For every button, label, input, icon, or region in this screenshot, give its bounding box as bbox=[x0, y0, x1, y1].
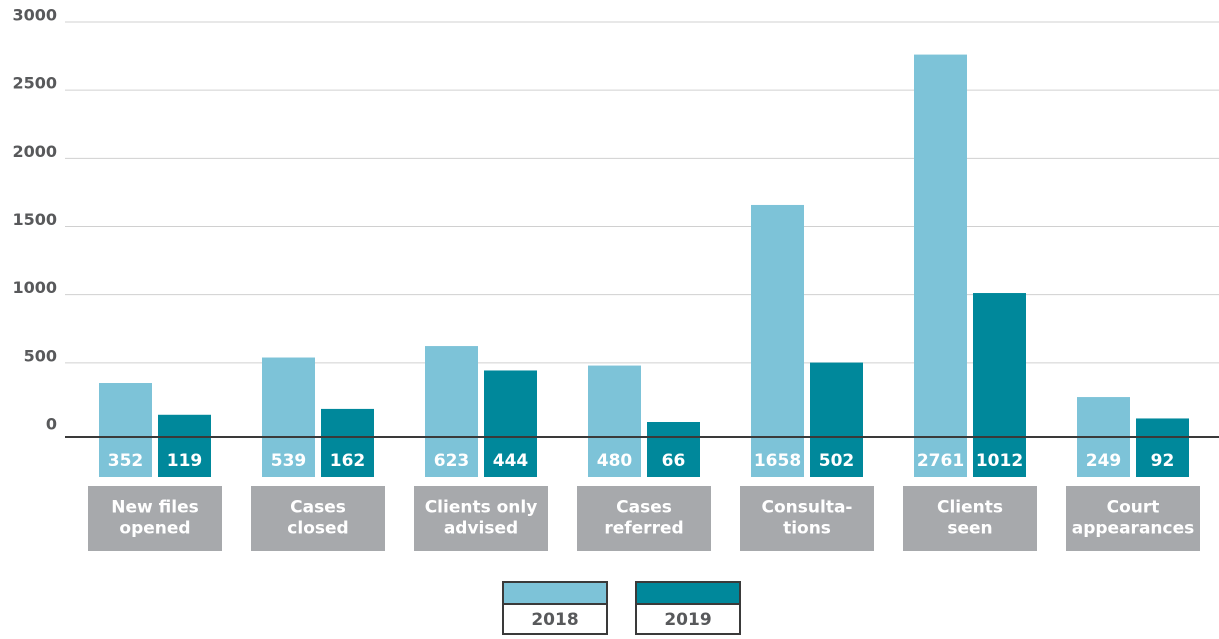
legend-label: 2018 bbox=[531, 610, 578, 630]
bar-foot bbox=[1077, 431, 1130, 477]
legend-swatch bbox=[635, 581, 741, 605]
x-tick-label: Clients only bbox=[425, 498, 538, 518]
bar bbox=[588, 365, 641, 431]
value-label: 502 bbox=[819, 451, 855, 471]
bar bbox=[810, 362, 863, 431]
value-label: 2761 bbox=[917, 451, 964, 471]
bar bbox=[751, 204, 804, 431]
y-tick-label: 3000 bbox=[12, 6, 57, 25]
y-tick-label: 0 bbox=[46, 415, 57, 434]
bar-foot bbox=[647, 431, 700, 477]
bar bbox=[1136, 418, 1189, 431]
bar bbox=[158, 414, 211, 431]
value-label: 539 bbox=[271, 451, 307, 471]
bar-foot bbox=[99, 431, 152, 477]
value-label: 623 bbox=[434, 451, 470, 471]
category-box bbox=[88, 486, 222, 551]
value-label: 162 bbox=[330, 451, 366, 471]
x-tick-label: Court bbox=[1107, 498, 1160, 518]
x-tick-label: seen bbox=[947, 519, 992, 539]
bar-foot bbox=[262, 431, 315, 477]
x-tick-label: Cases bbox=[616, 498, 672, 518]
x-tick-label: Consulta- bbox=[762, 498, 853, 518]
bar-foot bbox=[588, 431, 641, 477]
value-label: 1012 bbox=[976, 451, 1023, 471]
x-tick-label: opened bbox=[119, 519, 190, 539]
legend-label-box bbox=[502, 603, 608, 635]
x-tick-label: referred bbox=[604, 519, 683, 539]
bar-foot bbox=[321, 431, 374, 477]
bar bbox=[484, 370, 537, 431]
y-tick-label: 2500 bbox=[12, 74, 57, 93]
bar-foot bbox=[425, 431, 478, 477]
bar-foot bbox=[484, 431, 537, 477]
bar-foot bbox=[973, 431, 1026, 477]
bar bbox=[1077, 397, 1130, 431]
x-tick-label: Clients bbox=[937, 498, 1003, 518]
x-tick-label: advised bbox=[444, 519, 518, 539]
value-label: 92 bbox=[1151, 451, 1175, 471]
category-box bbox=[740, 486, 874, 551]
legend-swatch bbox=[502, 581, 608, 605]
bar bbox=[973, 293, 1026, 431]
category-box bbox=[903, 486, 1037, 551]
y-tick-label: 1000 bbox=[12, 278, 57, 297]
legend-label-box bbox=[635, 603, 741, 635]
value-label: 352 bbox=[108, 451, 144, 471]
bar bbox=[99, 383, 152, 431]
category-box bbox=[577, 486, 711, 551]
bar-foot bbox=[1136, 431, 1189, 477]
bar bbox=[262, 357, 315, 431]
y-tick-label: 500 bbox=[24, 346, 57, 365]
bar bbox=[321, 408, 374, 431]
x-tick-label: tions bbox=[783, 519, 831, 539]
value-label: 444 bbox=[493, 451, 529, 471]
value-label: 249 bbox=[1086, 451, 1122, 471]
value-label: 480 bbox=[597, 451, 633, 471]
value-label: 119 bbox=[167, 451, 203, 471]
bar-foot bbox=[751, 431, 804, 477]
x-tick-label: Cases bbox=[290, 498, 346, 518]
x-tick-label: closed bbox=[287, 519, 348, 539]
value-label: 1658 bbox=[754, 451, 801, 471]
x-tick-label: New files bbox=[111, 498, 198, 518]
value-label: 66 bbox=[662, 451, 686, 471]
y-tick-label: 2000 bbox=[12, 142, 57, 161]
bar bbox=[425, 346, 478, 431]
bar-foot bbox=[158, 431, 211, 477]
bar-foot bbox=[810, 431, 863, 477]
legend-label: 2019 bbox=[664, 610, 711, 630]
category-box bbox=[251, 486, 385, 551]
x-tick-label: appearances bbox=[1072, 519, 1195, 539]
y-tick-label: 1500 bbox=[12, 210, 57, 229]
category-box bbox=[1066, 486, 1200, 551]
bar-foot bbox=[914, 431, 967, 477]
bar bbox=[914, 54, 967, 431]
category-box bbox=[414, 486, 548, 551]
bar bbox=[647, 422, 700, 431]
